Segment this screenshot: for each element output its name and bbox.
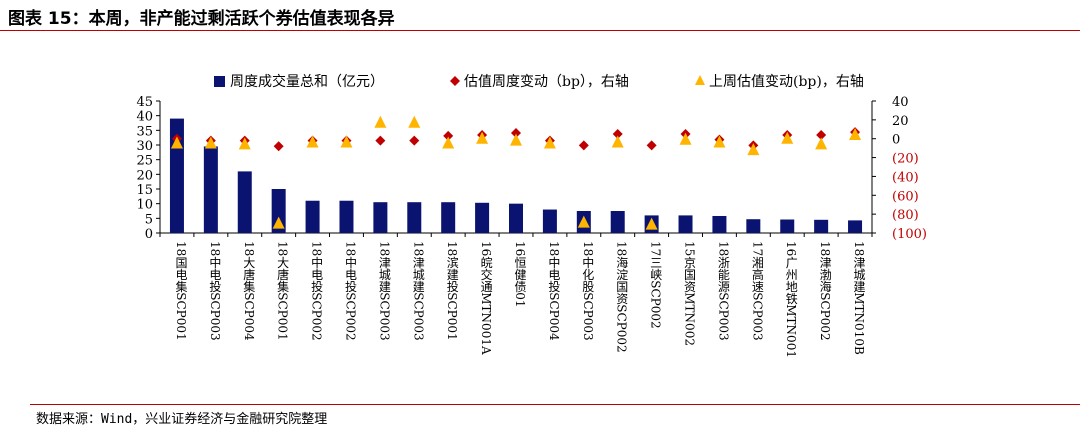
- legend-bar-swatch: [214, 76, 225, 87]
- x-category-label: 18中电投SCP002: [310, 241, 324, 341]
- bar: [339, 200, 354, 233]
- x-category-label: 18津城建SCP003: [377, 241, 391, 341]
- diamond-point: [612, 129, 623, 139]
- x-category-label: 16皖交通MTN001A: [479, 241, 493, 355]
- bar: [610, 211, 625, 233]
- triangle-point: [815, 137, 828, 150]
- x-category-label: 18津城建MTN010B: [852, 241, 866, 355]
- right-tick-label: (100): [892, 227, 927, 242]
- right-tick-label: (60): [892, 189, 919, 204]
- triangle-point: [577, 215, 590, 228]
- left-tick-label: 15: [136, 183, 153, 198]
- x-category-label: 15京国资MTN002: [683, 241, 697, 346]
- bar: [678, 215, 693, 233]
- right-tick-label: 40: [892, 95, 909, 110]
- triangle-point: [510, 133, 522, 146]
- chart: 051015202530354045(100)(80)(60)(40)(20)0…: [136, 73, 927, 358]
- left-tick-label: 40: [136, 110, 153, 125]
- diamond-point: [375, 135, 386, 146]
- triangle-point: [645, 217, 658, 230]
- x-category-label: 16恒健债01: [513, 241, 527, 308]
- right-tick-label: (80): [892, 208, 919, 223]
- left-tick-label: 10: [136, 198, 153, 213]
- x-category-label: 18中电投SCP004: [547, 241, 561, 341]
- triangle-point: [442, 136, 455, 149]
- triangle-point: [306, 135, 319, 148]
- triangle-point: [679, 132, 692, 145]
- triangle-point: [272, 216, 285, 229]
- diamond-point: [816, 129, 827, 140]
- bar: [814, 219, 829, 233]
- x-category-label: 18国电集SCP001: [174, 241, 188, 341]
- x-category-label: 17三峡SCP002: [649, 241, 663, 329]
- bar: [475, 202, 490, 233]
- left-tick-label: 25: [136, 154, 153, 169]
- triangle-point: [611, 135, 624, 148]
- right-tick-label: 20: [892, 114, 909, 129]
- bar: [203, 146, 218, 233]
- triangle-point: [374, 115, 387, 128]
- legend-diamond-label: 估值周度变动（bp），右轴: [464, 74, 629, 90]
- x-category-label: 18大唐集SCP001: [276, 241, 290, 341]
- bar: [746, 219, 761, 233]
- legend-diamond-swatch: [450, 76, 460, 86]
- bar: [509, 203, 523, 233]
- bar: [712, 215, 727, 233]
- left-tick-label: 35: [136, 124, 153, 139]
- left-tick-label: 0: [145, 227, 153, 242]
- right-tick-label: (20): [892, 152, 919, 167]
- bar: [407, 202, 422, 233]
- triangle-point: [849, 128, 862, 140]
- left-tick-label: 20: [136, 168, 153, 183]
- bar: [305, 200, 320, 233]
- triangle-point: [408, 115, 421, 128]
- x-category-label: 18津渤海SCP002: [818, 241, 832, 341]
- left-tick-label: 30: [136, 139, 153, 154]
- bar: [373, 202, 388, 233]
- x-category-label: 18中电投SCP002: [343, 241, 357, 341]
- page-title: 图表 15：本周，非产能过剩活跃个券估值表现各异: [8, 9, 395, 29]
- bar: [237, 171, 252, 233]
- bar: [780, 219, 795, 233]
- diamond-point: [409, 135, 420, 146]
- diamond-point: [511, 128, 521, 139]
- triangle-point: [340, 135, 353, 148]
- bar: [271, 189, 286, 233]
- triangle-point: [747, 143, 760, 156]
- bar: [542, 209, 557, 233]
- x-category-label: 18海淀国资SCP002: [615, 241, 629, 353]
- triangle-point: [543, 136, 556, 149]
- right-tick-label: (40): [892, 170, 919, 185]
- x-category-label: 18中化股SCP003: [581, 241, 595, 341]
- diamond-point: [273, 141, 284, 152]
- bar: [848, 220, 863, 233]
- x-category-label: 18浙能源SCP003: [716, 241, 730, 341]
- left-tick-label: 5: [145, 212, 153, 227]
- triangle-point: [781, 131, 794, 144]
- legend-triangle-swatch: [695, 75, 705, 85]
- x-category-label: 18津城建SCP003: [411, 241, 425, 341]
- triangle-point: [238, 137, 251, 150]
- diamond-point: [443, 130, 454, 141]
- title-divider: [0, 30, 1080, 31]
- legend-bar-label: 周度成交量总和（亿元）: [230, 73, 384, 90]
- x-category-label: 18滨建投SCP001: [445, 241, 459, 341]
- left-tick-label: 45: [136, 95, 153, 110]
- legend-triangle-label: 上周估值变动(bp)，右轴: [709, 74, 864, 90]
- source-note: 数据来源：Wind，兴业证券经济与金融研究院整理: [36, 412, 328, 427]
- x-category-label: 16广州地铁MTN001: [784, 241, 798, 358]
- triangle-point: [713, 135, 726, 148]
- source-divider: [30, 404, 1080, 405]
- triangle-point: [476, 131, 489, 144]
- right-tick-label: 0: [892, 133, 900, 148]
- triangle-point: [204, 136, 217, 149]
- bar: [441, 202, 456, 233]
- x-category-label: 17湘高速SCP003: [750, 241, 764, 341]
- diamond-point: [646, 140, 657, 151]
- diamond-point: [578, 140, 589, 151]
- triangle-point: [170, 136, 183, 149]
- x-category-label: 18中电投SCP003: [208, 241, 222, 341]
- x-category-label: 18大唐集SCP004: [242, 241, 256, 341]
